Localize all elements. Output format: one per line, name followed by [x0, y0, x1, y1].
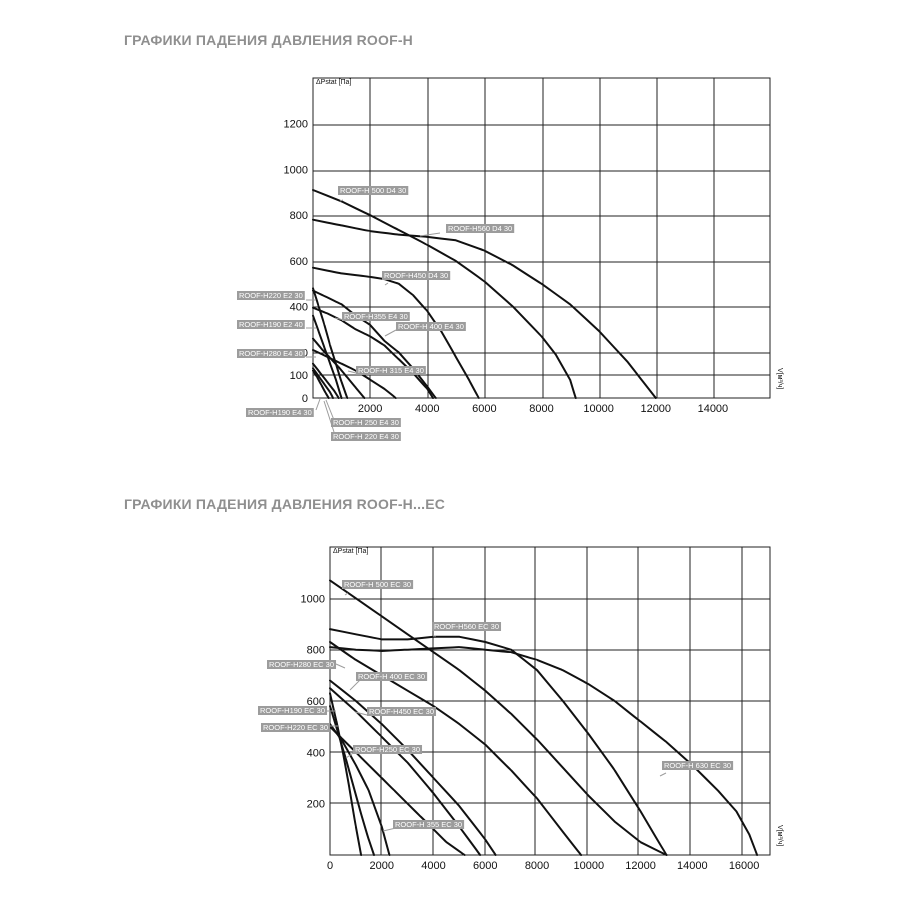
svg-text:ROOF-H 315 E4 30: ROOF-H 315 E4 30	[358, 366, 424, 375]
x-tick-label: 6000	[472, 403, 496, 415]
y-tick-label: 600	[290, 256, 308, 268]
svg-text:ROOF-H190 E4 30: ROOF-H190 E4 30	[248, 408, 312, 417]
svg-text:ROOF-H355 E4 30: ROOF-H355 E4 30	[344, 312, 408, 321]
series-label-roof-h-220-e4-30: ROOF-H 220 E4 30	[323, 400, 401, 441]
series-label-roof-h-400-e4-30: ROOF-H 400 E4 30	[384, 322, 466, 337]
svg-text:ROOF-H280 E4 30: ROOF-H280 E4 30	[239, 349, 303, 358]
svg-text:ROOF-H560 D4 30: ROOF-H560 D4 30	[448, 224, 512, 233]
series-label-roof-h450-d4-30: ROOF-H450 D4 30	[382, 271, 451, 286]
series-line-roof-h-315-e4-30	[312, 349, 397, 399]
series-label-roof-h190-e4-30: ROOF-H190 E4 30	[246, 398, 321, 417]
y-tick-label: 1200	[284, 119, 308, 131]
plot-frame	[312, 77, 771, 399]
series-label-roof-h220-e2-30: ROOF-H220 E2 30	[237, 291, 316, 301]
x-tick-label: 10000	[583, 403, 614, 415]
series-line-roof-h450-d4-30	[312, 266, 480, 399]
svg-text:ROOF-H220 E2 30: ROOF-H220 E2 30	[239, 291, 303, 300]
svg-text:ROOF-H450 D4 30: ROOF-H450 D4 30	[384, 271, 448, 280]
series-line-roof-h190-e4-30	[312, 369, 330, 399]
svg-text:ROOF-H 220 E4 30: ROOF-H 220 E4 30	[333, 432, 399, 441]
series-label-roof-h560-d4-30: ROOF-H560 D4 30	[419, 224, 515, 237]
chart-title-roof-h-ec: ГРАФИКИ ПАДЕНИЯ ДАВЛЕНИЯ ROOF-H...EC	[124, 496, 446, 512]
series-label-roof-h280-e4-30: ROOF-H280 E4 30	[237, 349, 316, 358]
y-tick-label: 100	[290, 370, 308, 382]
series-line-roof-h-220-e4-30	[312, 367, 335, 399]
series-line-roof-h-500-d4-30	[312, 189, 577, 400]
series-line-roof-h355-e4-30	[312, 289, 437, 399]
series-line-roof-h280-e4-30	[312, 337, 366, 400]
y-tick-label: 1000	[284, 164, 308, 176]
x-tick-label: 8000	[529, 403, 553, 415]
chart-title-roof-h: ГРАФИКИ ПАДЕНИЯ ДАВЛЕНИЯ ROOF-H	[124, 32, 413, 48]
series-line-roof-h560-d4-30	[312, 218, 657, 399]
y-tick-label: 400	[290, 302, 308, 314]
y-axis-label: ΔPstat [Па]	[316, 79, 351, 86]
y-tick-label: 800	[290, 210, 308, 222]
x-tick-label: 14000	[698, 403, 729, 415]
series-label-roof-h190-e2-40: ROOF-H190 E2 40	[237, 320, 316, 329]
series-label-roof-h-500-d4-30: ROOF-H 500 D4 30	[338, 186, 409, 202]
svg-text:ROOF-H 250 E4 30: ROOF-H 250 E4 30	[333, 418, 399, 427]
x-tick-label: 12000	[640, 403, 671, 415]
series-label-roof-h-250-e4-30: ROOF-H 250 E4 30	[325, 399, 401, 427]
x-tick-label: 2000	[358, 403, 382, 415]
x-axis-label: V[м³/ч]	[776, 368, 783, 389]
series-label-roof-h-315-e4-30: ROOF-H 315 E4 30	[347, 366, 426, 375]
series-line-roof-h-400-e4-30	[312, 306, 434, 399]
x-tick-label: 4000	[415, 403, 439, 415]
svg-text:ROOF-H 500 D4 30: ROOF-H 500 D4 30	[340, 186, 406, 195]
svg-text:ROOF-H 400 E4 30: ROOF-H 400 E4 30	[398, 322, 464, 331]
series-line-roof-h220-e2-30	[312, 287, 349, 399]
y-tick-label: 0	[302, 393, 308, 405]
svg-text:ROOF-H190 E2 40: ROOF-H190 E2 40	[239, 320, 303, 329]
series-label-roof-h355-e4-30: ROOF-H355 E4 30	[334, 312, 410, 321]
series-line-roof-h-250-e4-30	[312, 362, 340, 400]
